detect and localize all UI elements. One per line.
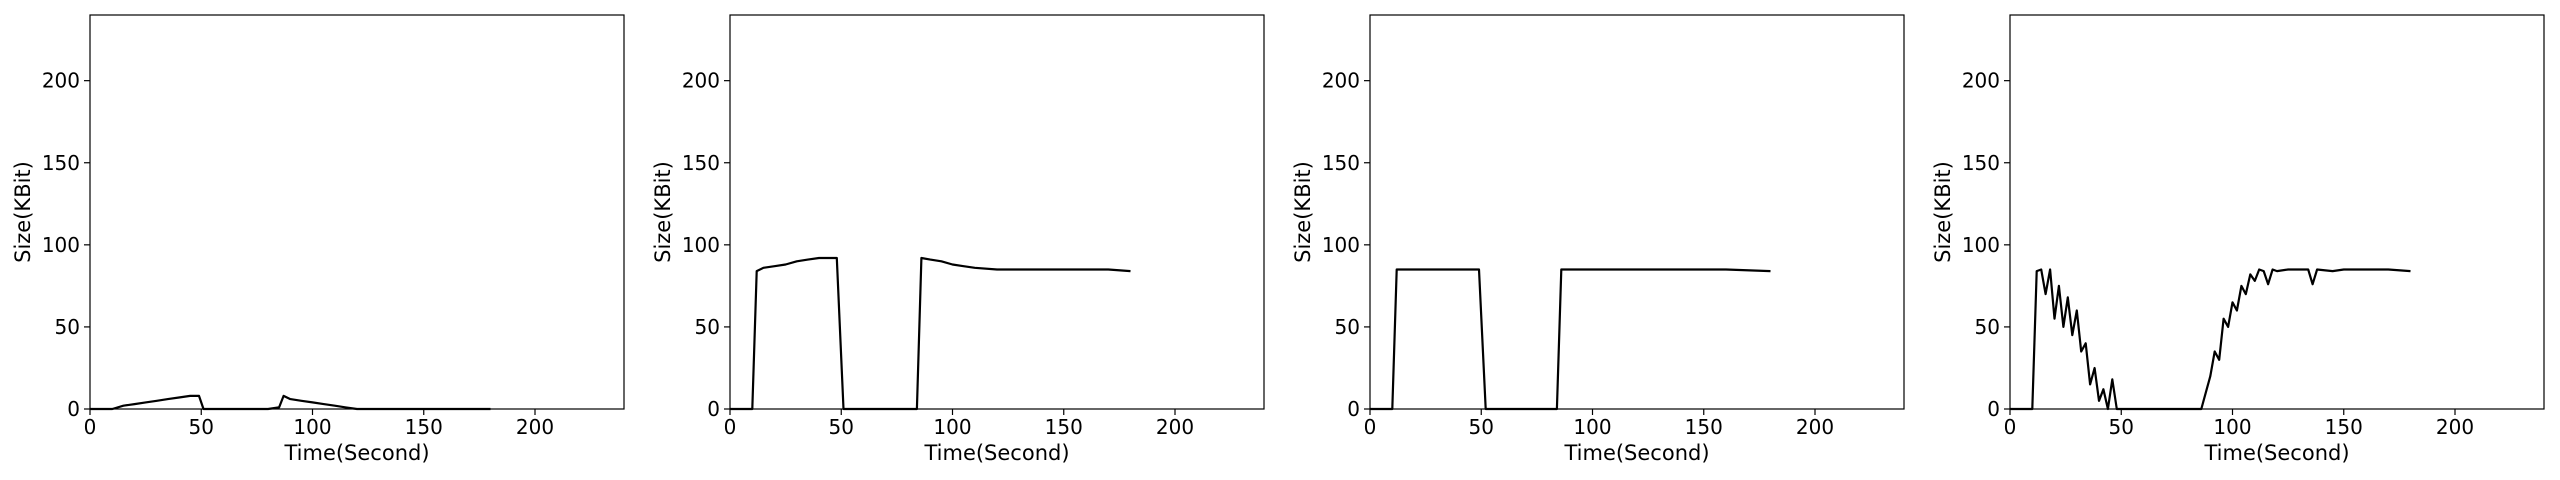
x-axis-label: Time(Second) <box>1563 441 1709 465</box>
x-tick-label: 50 <box>2109 415 2134 439</box>
y-axis-label: Size(KBit) <box>11 161 35 263</box>
y-tick-label: 150 <box>682 151 720 175</box>
x-tick-label: 200 <box>1156 415 1194 439</box>
x-tick-label: 0 <box>724 415 737 439</box>
y-tick-label: 100 <box>42 233 80 257</box>
series-line-1 <box>2010 268 2411 411</box>
plot-frame <box>89 14 625 410</box>
x-tick-label: 100 <box>1573 415 1611 439</box>
y-tick-label: 0 <box>1987 397 2000 421</box>
y-tick-label: 200 <box>682 69 720 93</box>
x-tick-label: 150 <box>1045 415 1083 439</box>
y-tick-label: 50 <box>1975 315 2000 339</box>
x-tick-label: 100 <box>293 415 331 439</box>
y-tick-label: 50 <box>55 315 80 339</box>
x-tick-label: 200 <box>2436 415 2474 439</box>
x-tick-label: 150 <box>405 415 443 439</box>
y-tick-label: 200 <box>1322 69 1360 93</box>
x-tick-label: 50 <box>189 415 214 439</box>
y-axis-label: Size(KBit) <box>1291 161 1315 263</box>
y-tick-label: 150 <box>1322 151 1360 175</box>
plot-frame <box>2009 14 2545 410</box>
series-line-1 <box>1370 268 1771 411</box>
chart-panel-4: 0 50 100 150 200 0 50 100 150 200 Time(Second) Size… <box>1931 14 2545 465</box>
y-tick-label: 150 <box>42 151 80 175</box>
x-tick-label: 150 <box>1685 415 1723 439</box>
x-axis-label: Time(Second) <box>923 441 1069 465</box>
x-tick-label: 0 <box>84 415 97 439</box>
plot-frame <box>1369 14 1905 410</box>
y-tick-label: 0 <box>1347 397 1360 421</box>
y-tick-label: 200 <box>42 69 80 93</box>
x-tick-label: 0 <box>1364 415 1377 439</box>
y-tick-label: 50 <box>695 315 720 339</box>
x-axis-label: Time(Second) <box>2203 441 2349 465</box>
x-tick-label: 100 <box>933 415 971 439</box>
x-tick-label: 200 <box>516 415 554 439</box>
y-tick-label: 150 <box>1962 151 2000 175</box>
y-tick-label: 0 <box>707 397 720 421</box>
x-axis-label: Time(Second) <box>283 441 429 465</box>
y-tick-label: 100 <box>682 233 720 257</box>
chart-panel-2: 0 50 100 150 200 0 50 100 150 200 Time(Second) Size… <box>651 14 1265 465</box>
y-tick-label: 100 <box>1322 233 1360 257</box>
y-axis-label: Size(KBit) <box>1931 161 1955 263</box>
y-axis-label: Size(KBit) <box>651 161 675 263</box>
y-tick-label: 100 <box>1962 233 2000 257</box>
series-line-1 <box>90 394 491 411</box>
x-tick-label: 200 <box>1796 415 1834 439</box>
y-tick-label: 0 <box>67 397 80 421</box>
chart-panel-1: 0 50 100 150 200 0 50 100 150 200 Time(Second) Size… <box>11 14 625 465</box>
series-line-1 <box>730 256 1131 411</box>
y-tick-label: 200 <box>1962 69 2000 93</box>
chart-panel-3: 0 50 100 150 200 0 50 100 150 200 Time(Second) Size… <box>1291 14 1905 465</box>
x-tick-label: 50 <box>1469 415 1494 439</box>
x-tick-label: 50 <box>829 415 854 439</box>
plot-frame <box>729 14 1265 410</box>
x-tick-label: 0 <box>2004 415 2017 439</box>
x-tick-label: 150 <box>2325 415 2363 439</box>
x-tick-label: 100 <box>2213 415 2251 439</box>
y-tick-label: 50 <box>1335 315 1360 339</box>
